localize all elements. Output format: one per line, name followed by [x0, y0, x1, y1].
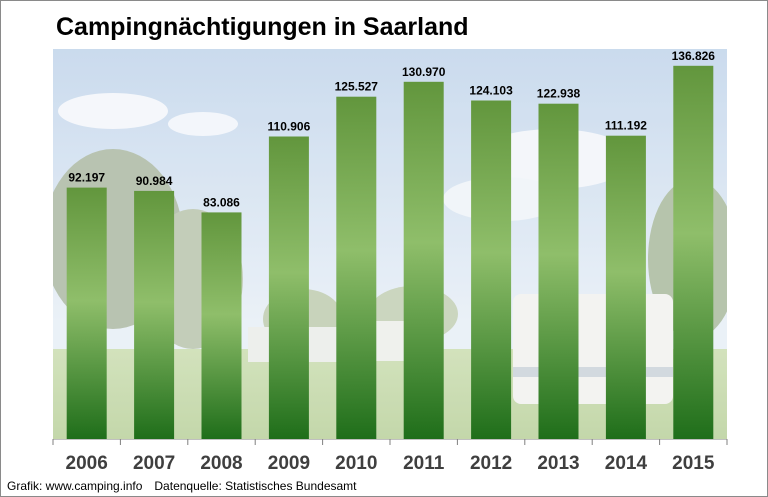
tick-label-2011: 2011: [403, 453, 445, 474]
footer-source: Datenquelle: Statistisches Bundesamt: [154, 479, 357, 493]
tick-label-2006: 2006: [66, 453, 108, 474]
value-label-2015: 136.826: [672, 49, 716, 63]
bar-chart: 92.197 90.984 83.086 110.906 125.527 130.970 1…: [66, 49, 716, 439]
value-label-2008: 83.086: [203, 195, 240, 209]
bar-2008: [201, 212, 242, 439]
tick-label-2013: 2013: [537, 453, 579, 474]
tick-label-2009: 2009: [268, 453, 310, 474]
value-label-2012: 124.103: [469, 84, 513, 98]
tick-label-2007: 2007: [133, 453, 175, 474]
bar-2006: [66, 187, 107, 439]
value-label-2010: 125.527: [335, 80, 379, 94]
chart-title: Campingnächtigungen in Saarland: [56, 13, 469, 41]
bar-2014: [605, 135, 646, 439]
x-axis: 2006 2007 2008 2009 2010 2011 2012 2013 2014 2015: [52, 439, 728, 474]
value-label-2009: 110.906: [268, 120, 311, 134]
bar-2012: [471, 100, 512, 439]
value-label-2006: 92.197: [68, 171, 105, 185]
bar-2009: [268, 136, 309, 439]
tick-label-2010: 2010: [335, 453, 377, 474]
value-label-2011: 130.970: [402, 65, 446, 79]
footer-credit: Grafik: www.camping.info: [7, 479, 143, 493]
tick-label-2012: 2012: [470, 453, 512, 474]
footer: Grafik: www.camping.info Datenquelle: Sta…: [7, 479, 369, 493]
bar-2015: [673, 65, 714, 439]
tick-label-2014: 2014: [605, 453, 648, 474]
value-label-2014: 111.192: [605, 119, 647, 133]
photo-background: 92.197 90.984 83.086 110.906 125.527 130.970 1…: [53, 49, 727, 439]
value-label-2007: 90.984: [136, 174, 173, 188]
bar-2010: [336, 96, 377, 439]
tick-label-2008: 2008: [200, 453, 242, 474]
bar-2011: [403, 81, 444, 439]
tick-label-2015: 2015: [672, 453, 715, 474]
bar-2013: [538, 103, 579, 439]
value-label-2013: 122.938: [537, 87, 581, 101]
bar-2007: [134, 190, 175, 439]
